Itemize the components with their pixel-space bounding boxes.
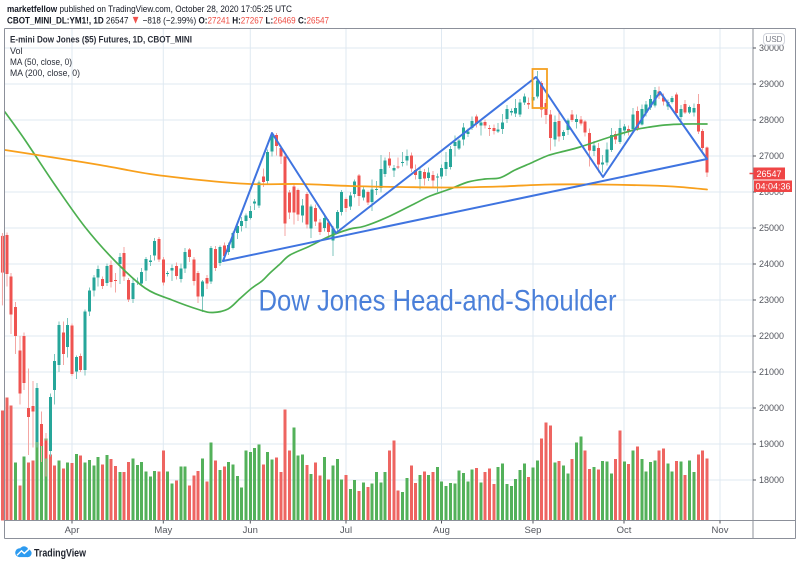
svg-text:E-mini Dow Jones ($5) Futures,: E-mini Dow Jones ($5) Futures, 1D, CBOT_… (10, 35, 192, 46)
svg-text:29000: 29000 (759, 79, 784, 89)
svg-text:MA (50, close, 0): MA (50, close, 0) (10, 57, 72, 67)
svg-text:May: May (154, 525, 172, 536)
svg-text:Apr: Apr (65, 525, 80, 536)
svg-text:MA (200, close, 0): MA (200, close, 0) (10, 68, 80, 78)
svg-text:30000: 30000 (759, 43, 784, 53)
svg-text:Oct: Oct (617, 525, 632, 536)
svg-text:marketfellow published on Trad: marketfellow published on TradingView.co… (7, 4, 292, 15)
svg-text:26547: 26547 (756, 169, 781, 179)
svg-text:Sep: Sep (525, 525, 542, 536)
svg-text:21000: 21000 (759, 367, 784, 377)
svg-text:27000: 27000 (759, 151, 784, 161)
svg-text:Nov: Nov (712, 525, 729, 536)
svg-text:28000: 28000 (759, 115, 784, 125)
svg-text:CBOT_MINI_DL:YM1!, 1D 26547 ▼: CBOT_MINI_DL:YM1!, 1D 26547 ▼ −818 (−2.9… (7, 15, 329, 27)
svg-text:Jun: Jun (243, 525, 258, 536)
svg-text:Jul: Jul (340, 525, 352, 536)
svg-text:04:04:36: 04:04:36 (755, 182, 790, 192)
svg-text:22000: 22000 (759, 331, 784, 341)
svg-text:USD: USD (766, 35, 783, 44)
svg-text:TradingView: TradingView (34, 548, 86, 560)
svg-text:Dow Jones Head-and-Shoulder: Dow Jones Head-and-Shoulder (259, 285, 617, 318)
svg-text:23000: 23000 (759, 295, 784, 305)
svg-text:24000: 24000 (759, 259, 784, 269)
svg-text:Vol: Vol (10, 46, 23, 56)
svg-text:20000: 20000 (759, 403, 784, 413)
svg-text:18000: 18000 (759, 475, 784, 485)
svg-text:25000: 25000 (759, 223, 784, 233)
svg-text:Aug: Aug (433, 525, 450, 536)
svg-text:19000: 19000 (759, 439, 784, 449)
